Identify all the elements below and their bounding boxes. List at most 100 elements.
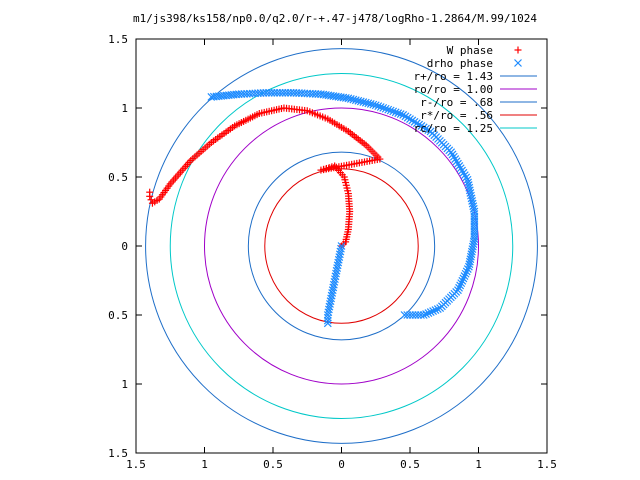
point-1-98 [448, 150, 457, 159]
point-1-107 [460, 171, 469, 180]
point-1-145 [462, 267, 471, 276]
point-1-144 [463, 265, 472, 273]
circle-2 [247, 151, 436, 341]
point-1-177 [400, 311, 409, 319]
legend-label-6: rc/ro = 1.25 [414, 122, 493, 135]
y-tick-label: 0.5 [108, 171, 128, 184]
point-1-147 [460, 272, 469, 281]
point-1-105 [458, 166, 466, 175]
point-1-152 [455, 283, 463, 292]
point-1-54 [349, 95, 358, 104]
x-tick-label: 0.5 [400, 458, 420, 471]
circle-1 [204, 107, 479, 385]
legend-label-4: r-/ro = .68 [420, 96, 493, 109]
legend-swatch-1 [514, 59, 522, 67]
x-tick-label: 1.5 [537, 458, 557, 471]
point-1-72 [394, 109, 403, 118]
point-1-203 [323, 311, 332, 319]
point-1-52 [344, 94, 353, 103]
point-1-146 [461, 269, 470, 278]
circle-4 [169, 73, 514, 419]
point-1-62 [369, 100, 378, 109]
legend-label-2: r+/ro = 1.43 [414, 70, 493, 83]
point-1-82 [417, 122, 426, 130]
point-1-101 [452, 157, 461, 166]
legend-swatch-0 [514, 46, 522, 54]
point-1-168 [424, 309, 433, 317]
x-tick-label: 1 [201, 458, 208, 471]
point-1-81 [415, 120, 424, 129]
legend-label-1: drho phase [427, 57, 493, 70]
x-tick-label: 0.5 [263, 458, 283, 471]
point-1-58 [359, 98, 368, 107]
point-1-64 [374, 102, 383, 111]
point-1-69 [386, 106, 395, 115]
point-1-76 [403, 113, 412, 122]
y-tick-label: 1 [121, 102, 128, 115]
point-1-166 [429, 307, 438, 315]
point-1-74 [399, 110, 408, 119]
point-1-80 [412, 119, 421, 128]
point-1-75 [401, 112, 410, 121]
point-1-108 [462, 173, 471, 182]
point-1-205 [323, 316, 332, 325]
point-1-63 [371, 101, 380, 110]
phase-points [146, 88, 479, 328]
axis-ticks: 1.5 1 0.5 0 0.5 1 1.51.510.500.511.5 [108, 33, 557, 471]
x-tick-label: 1.5 [126, 458, 146, 471]
point-1-165 [431, 306, 440, 314]
point-1-100 [451, 155, 460, 163]
point-1-60 [364, 99, 373, 108]
point-1-73 [396, 110, 405, 118]
legend-label-5: r*/ro = .56 [420, 109, 493, 122]
point-1-79 [410, 117, 419, 126]
y-tick-label: 1.5 [108, 33, 128, 46]
point-1-67 [381, 104, 390, 113]
point-1-102 [454, 159, 462, 168]
point-1-83 [419, 123, 428, 132]
chart-title: m1/js398/ks158/np0.0/q2.0/r-+.47-j478/lo… [133, 12, 537, 25]
y-tick-label: 0 [121, 240, 128, 253]
point-1-149 [458, 276, 467, 285]
point-1-167 [426, 308, 435, 316]
point-1-106 [459, 168, 468, 177]
point-1-97 [447, 148, 456, 157]
y-tick-label: 0.5 [108, 309, 128, 322]
point-1-59 [361, 98, 370, 107]
legend-label-3: ro/ro = 1.00 [414, 83, 493, 96]
point-1-148 [459, 274, 468, 283]
point-1-143 [464, 262, 473, 271]
y-tick-label: 1 [121, 378, 128, 391]
point-1-71 [391, 108, 400, 117]
x-tick-label: 0 [338, 458, 345, 471]
point-1-142 [465, 260, 474, 269]
x-tick-label: 1 [475, 458, 482, 471]
point-1-150 [457, 279, 466, 288]
point-1-99 [449, 152, 458, 161]
point-1-104 [456, 164, 465, 173]
circle-0 [145, 48, 538, 444]
point-1-85 [424, 126, 433, 135]
point-1-163 [436, 304, 445, 313]
y-tick-label: 1.5 [108, 447, 128, 460]
point-1-57 [356, 97, 365, 106]
legend-label-0: W phase [447, 44, 493, 57]
point-1-61 [366, 100, 375, 108]
point-0-2 [147, 196, 155, 204]
point-1-204 [323, 313, 332, 322]
point-1-65 [376, 103, 385, 111]
point-1-55 [351, 96, 360, 105]
point-1-84 [422, 124, 430, 133]
point-1-53 [346, 95, 355, 103]
point-1-68 [384, 105, 393, 114]
point-1-151 [456, 281, 465, 290]
point-1-206 [323, 319, 332, 328]
point-1-164 [433, 305, 442, 314]
point-1-77 [406, 115, 414, 123]
point-1-66 [379, 103, 388, 112]
point-1-56 [354, 96, 363, 105]
point-0-1 [146, 192, 154, 200]
point-1-78 [408, 116, 417, 125]
